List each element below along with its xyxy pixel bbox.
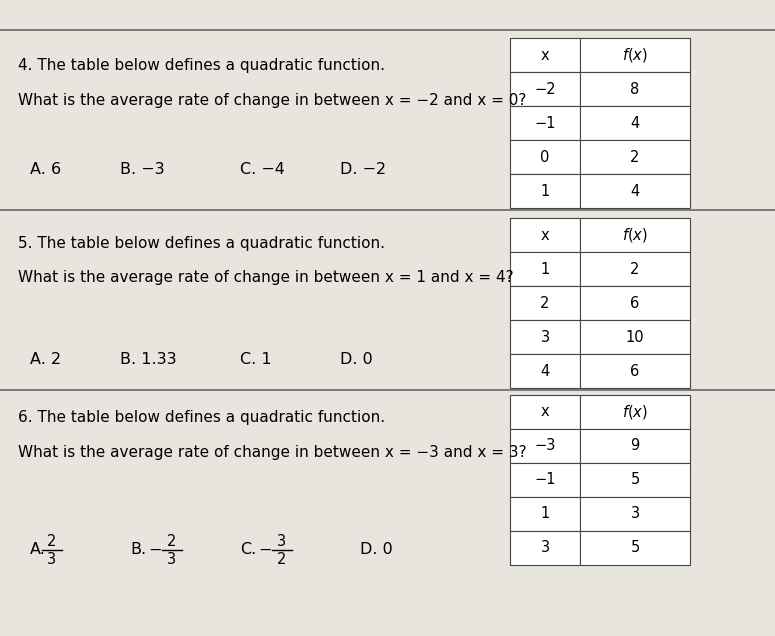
Text: 10: 10 bbox=[625, 329, 644, 345]
Bar bbox=[510, 106, 580, 140]
Bar bbox=[510, 72, 580, 106]
Bar bbox=[510, 395, 580, 429]
Bar bbox=[510, 497, 580, 531]
Text: D. −2: D. −2 bbox=[340, 163, 386, 177]
Text: B. 1.33: B. 1.33 bbox=[120, 352, 177, 368]
Text: 6. The table below defines a quadratic function.: 6. The table below defines a quadratic f… bbox=[18, 410, 385, 425]
Text: 8: 8 bbox=[630, 81, 639, 97]
Text: −3: −3 bbox=[534, 438, 556, 453]
Bar bbox=[510, 320, 580, 354]
Text: 3: 3 bbox=[540, 541, 549, 555]
Text: 5: 5 bbox=[630, 541, 639, 555]
Text: x: x bbox=[541, 228, 549, 242]
Text: x: x bbox=[541, 404, 549, 420]
Text: 2: 2 bbox=[167, 534, 177, 548]
Text: A. 6: A. 6 bbox=[30, 163, 61, 177]
Bar bbox=[580, 463, 690, 497]
Bar bbox=[510, 252, 580, 286]
Text: −: − bbox=[258, 543, 271, 558]
Text: 2: 2 bbox=[630, 149, 639, 165]
Text: 4: 4 bbox=[630, 184, 639, 198]
Text: $f(x)$: $f(x)$ bbox=[622, 226, 648, 244]
Bar bbox=[580, 106, 690, 140]
Bar bbox=[510, 463, 580, 497]
Bar bbox=[580, 38, 690, 72]
Text: 1: 1 bbox=[540, 184, 549, 198]
Text: C.: C. bbox=[240, 543, 257, 558]
Bar bbox=[580, 320, 690, 354]
Text: B. −3: B. −3 bbox=[120, 163, 164, 177]
Bar bbox=[580, 218, 690, 252]
Text: B.: B. bbox=[130, 543, 146, 558]
Bar bbox=[580, 140, 690, 174]
Text: 6: 6 bbox=[630, 296, 639, 310]
Text: 6: 6 bbox=[630, 364, 639, 378]
Text: A. 2: A. 2 bbox=[30, 352, 61, 368]
Text: 3: 3 bbox=[630, 506, 639, 522]
Bar bbox=[510, 286, 580, 320]
Text: 1: 1 bbox=[540, 506, 549, 522]
Bar bbox=[510, 354, 580, 388]
Bar bbox=[580, 286, 690, 320]
Bar bbox=[510, 218, 580, 252]
Text: D. 0: D. 0 bbox=[340, 352, 373, 368]
Text: 2: 2 bbox=[540, 296, 549, 310]
Text: C. 1: C. 1 bbox=[240, 352, 271, 368]
Text: 2: 2 bbox=[630, 261, 639, 277]
Text: What is the average rate of change in between x = −2 and x = 0?: What is the average rate of change in be… bbox=[18, 93, 526, 108]
Text: −: − bbox=[148, 543, 161, 558]
Text: −1: −1 bbox=[534, 473, 556, 488]
Text: 4. The table below defines a quadratic function.: 4. The table below defines a quadratic f… bbox=[18, 58, 385, 73]
Text: 2: 2 bbox=[47, 534, 57, 548]
Bar bbox=[580, 429, 690, 463]
Text: 9: 9 bbox=[630, 438, 639, 453]
Text: −2: −2 bbox=[534, 81, 556, 97]
Bar bbox=[580, 354, 690, 388]
Text: C. −4: C. −4 bbox=[240, 163, 285, 177]
Text: 3: 3 bbox=[167, 551, 177, 567]
Bar bbox=[510, 140, 580, 174]
Text: 5. The table below defines a quadratic function.: 5. The table below defines a quadratic f… bbox=[18, 236, 385, 251]
Bar bbox=[580, 174, 690, 208]
Text: x: x bbox=[541, 48, 549, 62]
Text: 0: 0 bbox=[540, 149, 549, 165]
Bar bbox=[580, 395, 690, 429]
Text: 1: 1 bbox=[540, 261, 549, 277]
Text: What is the average rate of change in between x = −3 and x = 3?: What is the average rate of change in be… bbox=[18, 445, 527, 460]
Text: D. 0: D. 0 bbox=[360, 543, 393, 558]
Text: −1: −1 bbox=[534, 116, 556, 130]
Text: 4: 4 bbox=[540, 364, 549, 378]
Text: $f(x)$: $f(x)$ bbox=[622, 46, 648, 64]
Text: 4: 4 bbox=[630, 116, 639, 130]
Bar bbox=[580, 497, 690, 531]
Bar bbox=[580, 531, 690, 565]
Bar bbox=[510, 531, 580, 565]
Bar bbox=[580, 252, 690, 286]
Text: 2: 2 bbox=[277, 551, 287, 567]
Text: $f(x)$: $f(x)$ bbox=[622, 403, 648, 421]
Text: 3: 3 bbox=[540, 329, 549, 345]
Text: 3: 3 bbox=[47, 551, 57, 567]
Text: A.: A. bbox=[30, 543, 46, 558]
Text: 5: 5 bbox=[630, 473, 639, 488]
Bar bbox=[510, 38, 580, 72]
Bar bbox=[510, 174, 580, 208]
Bar bbox=[580, 72, 690, 106]
Text: What is the average rate of change in between x = 1 and x = 4?: What is the average rate of change in be… bbox=[18, 270, 514, 285]
Bar bbox=[510, 429, 580, 463]
Text: 3: 3 bbox=[277, 534, 287, 548]
